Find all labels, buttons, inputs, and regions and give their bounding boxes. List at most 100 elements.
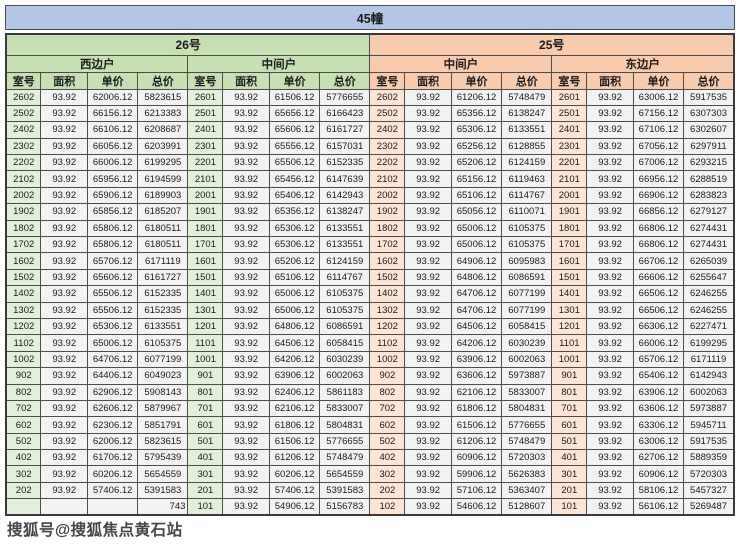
unit-price-cell: 57406.12	[87, 481, 139, 500]
total-price-cell: 6086591	[501, 268, 553, 287]
total-price-cell: 5823615	[137, 432, 189, 451]
table-row: 2302 93.92 66056.12 6203991 2301 93.92 65556.1…	[5, 137, 735, 156]
room-cell: 2301	[187, 137, 224, 156]
unit-price-cell: 56106.12	[632, 498, 685, 516]
unit-price-cell: 61506.12	[450, 416, 503, 434]
price-table: 26号 25号 西边户 中间户 中间户 东边户 室号 面积 单价 总价 室号 面…	[5, 33, 735, 517]
area-cell: 93.92	[586, 334, 634, 352]
unit-price-cell: 62006.12	[87, 432, 139, 451]
area-cell: 93.92	[586, 465, 634, 483]
total-price-cell: 6086591	[319, 317, 371, 336]
room-cell: 902	[369, 367, 406, 385]
area-cell: 93.92	[222, 498, 270, 516]
unit-price-cell: 62906.12	[87, 383, 139, 401]
unit-price-cell: 61206.12	[450, 88, 503, 106]
area-cell: 93.92	[586, 350, 634, 369]
area-cell: 93.92	[222, 432, 270, 451]
area-cell: 93.92	[404, 498, 452, 516]
unit-price-cell: 64506.12	[268, 334, 321, 352]
room-cell: 2001	[551, 186, 588, 205]
room-cell: 2502	[369, 104, 406, 123]
room-cell: 202	[5, 481, 42, 500]
unit-price-cell: 65156.12	[450, 170, 503, 188]
room-cell: 2301	[551, 137, 588, 156]
section-middle-25-header: 中间户	[369, 54, 553, 73]
area-cell: 93.92	[404, 236, 452, 254]
room-cell: 2101	[187, 170, 224, 188]
room-cell: 401	[187, 449, 224, 467]
total-price-cell: 6152335	[137, 285, 189, 303]
unit-price-cell: 61206.12	[268, 449, 321, 467]
room-cell: 2502	[5, 104, 42, 123]
total-price-cell: 6114767	[501, 186, 553, 205]
total-price-cell: 5748479	[319, 449, 371, 467]
section-middle-26-header: 中间户	[187, 54, 371, 73]
area-cell: 93.92	[40, 252, 89, 270]
room-cell: 1901	[551, 203, 588, 221]
area-cell: 93.92	[404, 285, 452, 303]
room-cell: 1401	[187, 285, 224, 303]
area-cell: 93.92	[222, 399, 270, 418]
table-row: 402 93.92 61706.12 5795439 401 93.92 61206.12 5…	[5, 449, 735, 467]
room-cell: 1401	[551, 285, 588, 303]
area-cell: 93.92	[40, 186, 89, 205]
room-cell: 1102	[5, 334, 42, 352]
col-header-unit-price: 单价	[87, 71, 139, 90]
total-price-cell: 6138247	[319, 203, 371, 221]
area-cell: 93.92	[40, 416, 89, 434]
col-header-unit-price: 单价	[268, 71, 321, 90]
total-price-cell: 6157031	[319, 137, 371, 156]
unit-price-cell: 62406.12	[268, 383, 321, 401]
area-cell: 93.92	[40, 481, 89, 500]
unit-price-cell: 65856.12	[87, 203, 139, 221]
room-cell: 1502	[5, 268, 42, 287]
total-price-cell: 6152335	[137, 301, 189, 319]
room-cell: 2501	[187, 104, 224, 123]
total-price-cell: 5804831	[501, 399, 553, 418]
total-price-cell: 6147639	[319, 170, 371, 188]
unit-price-cell: 65556.12	[268, 137, 321, 156]
room-cell: 102	[369, 498, 406, 516]
col-header-room: 室号	[369, 71, 406, 90]
total-price-cell: 6171119	[137, 252, 189, 270]
total-price-cell: 6058415	[501, 317, 553, 336]
unit-price-cell: 62006.12	[87, 88, 139, 106]
room-cell: 2102	[369, 170, 406, 188]
room-cell: 301	[187, 465, 224, 483]
area-cell: 93.92	[586, 137, 634, 156]
area-cell: 93.92	[404, 481, 452, 500]
area-cell: 93.92	[40, 334, 89, 352]
total-price-cell: 5720303	[683, 465, 735, 483]
room-cell: 2501	[551, 104, 588, 123]
area-cell: 93.92	[586, 498, 634, 516]
area-cell: 93.92	[404, 186, 452, 205]
room-cell: 2602	[369, 88, 406, 106]
area-cell: 93.92	[40, 350, 89, 369]
total-price-cell: 6095983	[501, 252, 553, 270]
area-cell: 93.92	[222, 481, 270, 500]
total-price-cell: 6058415	[319, 334, 371, 352]
unit-price-cell: 66606.12	[632, 268, 685, 287]
room-cell: 1801	[187, 219, 224, 238]
total-price-cell: 6030239	[319, 350, 371, 369]
unit-price-cell: 64906.12	[450, 252, 503, 270]
unit-price-cell: 61806.12	[268, 416, 321, 434]
room-cell: 1201	[551, 317, 588, 336]
room-cell: 2002	[369, 186, 406, 205]
room-cell: 901	[187, 367, 224, 385]
unit-price-cell: 67056.12	[632, 137, 685, 156]
unit-price-cell: 66106.12	[87, 121, 139, 139]
table-row: 602 93.92 62306.12 5851791 601 93.92 61806.12 5…	[5, 416, 735, 434]
total-price-cell: 5776655	[319, 432, 371, 451]
unit-price-cell: 66706.12	[632, 252, 685, 270]
room-cell: 1302	[5, 301, 42, 319]
room-cell: 301	[551, 465, 588, 483]
area-cell: 93.92	[40, 88, 89, 106]
total-price-cell: 6288519	[683, 170, 735, 188]
unit-price-cell: 57106.12	[450, 481, 503, 500]
area-cell: 93.92	[222, 88, 270, 106]
total-price-cell: 5795439	[137, 449, 189, 467]
unit-price-cell: 66906.12	[632, 186, 685, 205]
unit-price-cell: 66806.12	[632, 219, 685, 238]
room-cell: 2402	[369, 121, 406, 139]
